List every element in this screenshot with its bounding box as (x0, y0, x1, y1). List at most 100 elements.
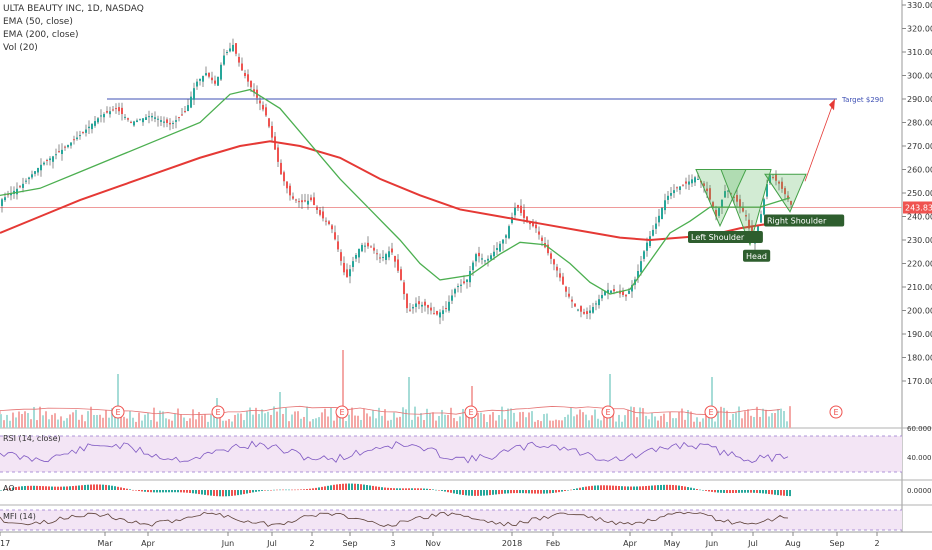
ao-bar (183, 490, 185, 493)
volume-bar (675, 418, 677, 428)
volume-bar (531, 411, 533, 428)
x-tick-label-16: Sep (829, 539, 844, 548)
candle-body (694, 177, 696, 183)
candle-body (415, 303, 417, 307)
ao-bar (429, 489, 431, 490)
candle-body (73, 139, 75, 141)
volume-bar (507, 408, 509, 428)
volume-bar (27, 413, 29, 428)
candle-body (781, 181, 783, 189)
volume-bar (693, 421, 695, 428)
ao-bar (246, 490, 248, 494)
ao-bar (96, 484, 98, 490)
candle-body (676, 187, 678, 189)
candle-body (607, 289, 609, 294)
ao-bar (432, 489, 434, 490)
ao-bar (702, 490, 704, 491)
ao-bar (462, 490, 464, 495)
volume-bar (756, 406, 758, 428)
candle-body (520, 205, 522, 213)
ao-bar (675, 485, 677, 490)
ema50-legend[interactable]: EMA (50, close) (3, 17, 73, 27)
ao-bar (459, 490, 461, 495)
volume-bar (21, 414, 23, 428)
volume-bar (180, 414, 182, 428)
ao-bar (387, 487, 389, 490)
ao-bar (303, 489, 305, 490)
volume-bar (480, 412, 482, 428)
ao-bar (9, 488, 11, 490)
volume-bar (78, 419, 80, 428)
mfi-label[interactable]: MFI (14) (3, 512, 36, 521)
candle-body (136, 120, 138, 122)
ao-bar (648, 485, 650, 490)
candle-body (121, 107, 123, 115)
candle-body (346, 269, 348, 278)
y-tick-label-0: 330.00 (907, 1, 932, 10)
ao-bar (174, 490, 176, 493)
volume-bar (363, 408, 365, 428)
candle-body (538, 231, 540, 235)
ao-bar (129, 489, 131, 490)
volume-bar (519, 412, 521, 428)
candle-body (517, 205, 519, 209)
ao-bar (30, 485, 32, 490)
ao-bar (549, 490, 551, 494)
candle-body (250, 80, 252, 88)
ao-bar (495, 490, 497, 495)
ao-bar (381, 487, 383, 490)
ao-bar (189, 490, 191, 493)
ao-bar (228, 490, 230, 497)
candle-body (622, 290, 624, 295)
candle-body (760, 214, 762, 223)
volume-bar (558, 420, 560, 428)
ao-bar (66, 486, 68, 490)
pattern-triangle-1 (720, 169, 772, 247)
volume-bar (222, 420, 224, 428)
candle-body (334, 232, 336, 240)
symbol-title[interactable]: ULTA BEAUTY INC, 1D, NASDAQ (3, 4, 144, 14)
volume-bar (738, 406, 740, 428)
ao-bar (27, 485, 29, 490)
candle-body (403, 282, 405, 295)
rsi-label[interactable]: RSI (14, close) (3, 434, 61, 443)
y-tick-label-10: 230.00 (907, 236, 932, 245)
candle-body (322, 211, 324, 219)
ao-label[interactable]: AO (3, 484, 15, 493)
candle-body (118, 107, 120, 112)
candle-body (568, 293, 570, 297)
volume-bar (96, 414, 98, 428)
ao-bar (591, 485, 593, 490)
x-tick-label-2: Apr (141, 539, 156, 548)
volume-bar (0, 414, 2, 428)
ao-bar (153, 490, 155, 493)
candle-body (310, 197, 312, 201)
volume-bar (273, 406, 275, 428)
volume-bar (735, 412, 737, 428)
ema200-legend[interactable]: EMA (200, close) (3, 30, 79, 40)
ao-bar (717, 490, 719, 493)
volume-bar (24, 411, 26, 428)
volume-bar (768, 416, 770, 428)
x-tick-label-6: Sep (342, 539, 357, 548)
volume-bar (702, 418, 704, 428)
candle-body (127, 118, 129, 120)
volume-bar (135, 421, 137, 428)
volume-bar (486, 421, 488, 428)
ao-bar (525, 490, 527, 494)
volume-bar (729, 419, 731, 428)
earnings-marker-6: E (829, 405, 843, 419)
candle-body (70, 142, 72, 146)
candle-body (328, 221, 330, 225)
volume-legend[interactable]: Vol (20) (3, 43, 38, 53)
x-tick-label-8: Nov (425, 539, 441, 548)
candle-body (34, 171, 36, 174)
volume-bar (324, 408, 326, 428)
candle-body (625, 294, 627, 297)
volume-bar (621, 421, 623, 428)
volume-bar (615, 421, 617, 428)
volume-bar (312, 419, 314, 428)
volume-bar (393, 412, 395, 428)
candle-body (703, 183, 705, 186)
